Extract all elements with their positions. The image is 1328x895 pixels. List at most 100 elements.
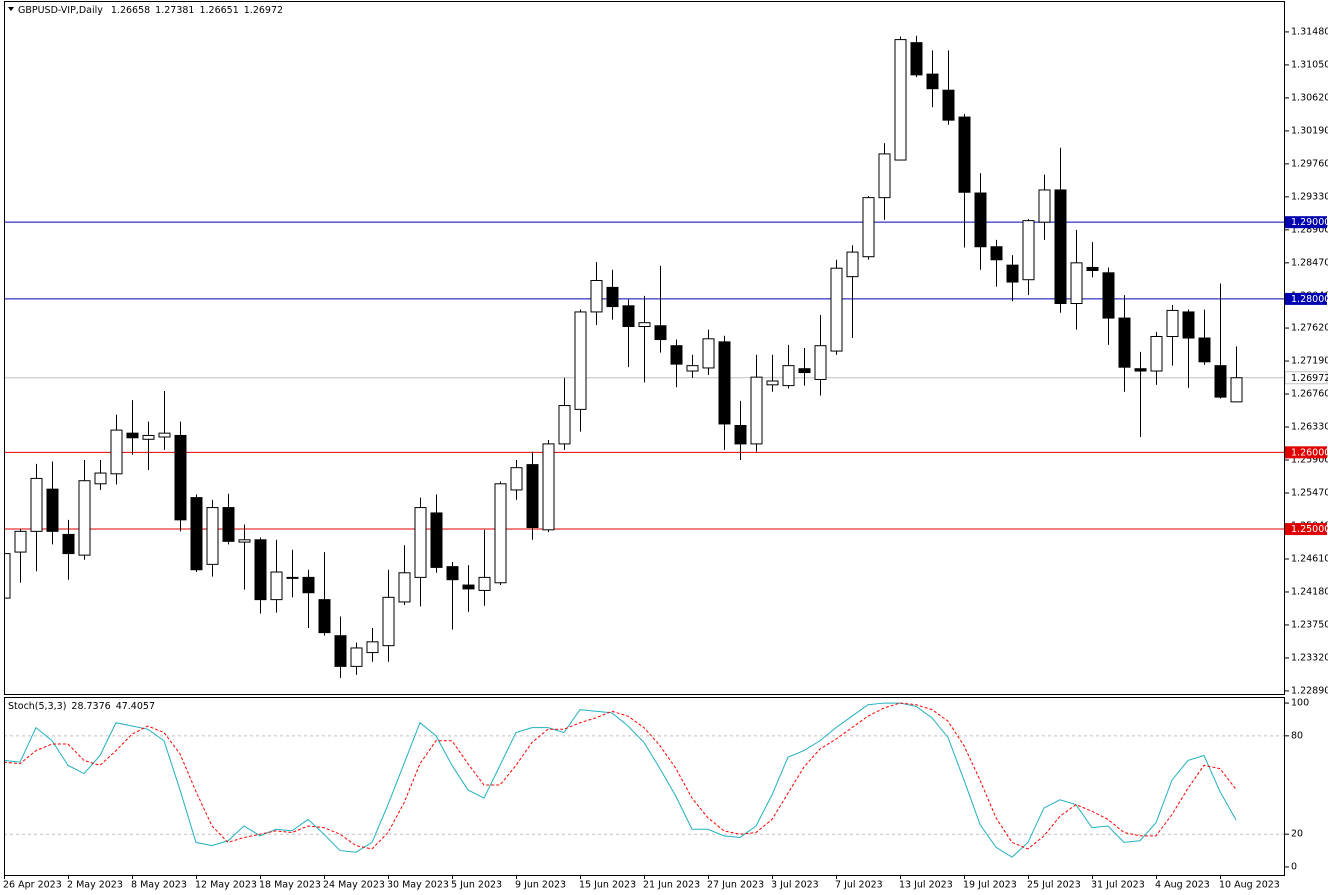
candle-body (526, 464, 539, 529)
candle-body (798, 368, 811, 374)
y-tick-label: 1.28470 (1291, 257, 1328, 268)
candle-body (270, 571, 283, 601)
stoch-k: 28.7376 (71, 701, 110, 712)
candle-body (606, 286, 619, 308)
y-tick-label: 1.26330 (1291, 422, 1328, 433)
x-tick-label: 24 May 2023 (323, 880, 385, 891)
overlay: 1.31480 1.31050 1.30620 1.30190 1.29760 1.293… (3, 26, 1328, 890)
candle-body (542, 443, 555, 531)
x-tick-label: 13 Jul 2023 (899, 880, 953, 891)
x-tick-label: 4 Aug 2023 (1155, 880, 1210, 891)
candle-body (622, 305, 635, 328)
candle-body (862, 197, 875, 258)
x-tick-label: 19 Jul 2023 (963, 880, 1017, 891)
level-label: 1.28000 (1291, 294, 1328, 305)
candle-body (142, 434, 155, 440)
candle-body (222, 507, 235, 542)
y-tick-label: 1.23320 (1291, 652, 1328, 663)
candle-body (30, 477, 43, 532)
price-panel (4, 35, 1284, 678)
candle-body (1006, 264, 1019, 283)
candle-body (734, 424, 747, 445)
candle-body (830, 267, 843, 352)
y-tick-label: 1.24180 (1291, 586, 1328, 597)
candle-body (638, 322, 651, 328)
stoch-line (4, 702, 1237, 850)
y-tick-label: 1.31480 (1291, 26, 1328, 37)
x-tick-label: 8 May 2023 (131, 880, 187, 891)
candle-body (782, 365, 795, 387)
candle-body (1214, 365, 1227, 398)
stoch-header: Stoch(5,3,3) 28.7376 47.4057 (8, 701, 155, 712)
candle-body (1070, 262, 1083, 305)
candle-body (478, 576, 491, 591)
candle-body (1086, 266, 1099, 272)
candle-body (654, 325, 667, 341)
candle-body (446, 566, 459, 581)
candle-body (974, 192, 987, 248)
y-tick-label: 1.29760 (1291, 158, 1328, 169)
candle-body (590, 279, 603, 313)
level-label-bg (1285, 216, 1327, 229)
header-low: 1.26651 (199, 5, 238, 16)
candle-body (398, 572, 411, 603)
y-tick-label: 1.27620 (1291, 323, 1328, 334)
y-tick-label: 1.28900 (1291, 224, 1328, 235)
x-tick-label: 5 Jun 2023 (451, 880, 502, 891)
price-header: GBPUSD-VIP,Daily 1.26658 1.27381 1.26651 1.2… (18, 5, 283, 16)
level-label-bg (1285, 292, 1327, 305)
candle-body (910, 42, 923, 76)
candle-body (110, 429, 123, 475)
candle-body (494, 483, 507, 584)
candle-body (174, 434, 187, 521)
x-tick-label: 18 May 2023 (259, 880, 321, 891)
x-tick-label: 25 Jul 2023 (1027, 880, 1081, 891)
x-tick-label: 31 Jul 2023 (1091, 880, 1145, 891)
candle-body (574, 311, 587, 410)
x-tick-label: 9 Jun 2023 (515, 880, 566, 891)
x-tick-label: 12 May 2023 (195, 880, 257, 891)
candle-body (766, 380, 779, 386)
x-tick-label: 7 Jul 2023 (835, 880, 883, 891)
candle-body (558, 405, 571, 445)
candle-body (1102, 272, 1115, 319)
candle-body (286, 576, 299, 579)
y-tick-label: 80 (1291, 730, 1303, 741)
candle-body (14, 530, 27, 553)
y-tick-label: 1.22890 (1291, 685, 1328, 696)
candle-body (254, 539, 267, 601)
y-tick-label: 100 (1291, 698, 1309, 709)
menu-arrow[interactable] (8, 7, 14, 11)
candle-body (414, 507, 427, 578)
candle-body (846, 251, 859, 278)
stoch-title: Stoch(5,3,3) (8, 701, 66, 712)
header-open: 1.26658 (111, 5, 150, 16)
candle-body (1150, 335, 1163, 372)
x-tick-label: 21 Jun 2023 (643, 880, 700, 891)
x-tick-label: 10 Aug 2023 (1219, 880, 1280, 891)
y-tick-label: 1.30190 (1291, 125, 1328, 136)
x-tick-label: 30 May 2023 (387, 880, 449, 891)
level-label: 1.25000 (1291, 524, 1328, 535)
symbol: GBPUSD-VIP,Daily (18, 5, 103, 16)
candle-body (878, 153, 891, 199)
candle-body (302, 576, 315, 594)
x-tick-label: 26 Apr 2023 (3, 880, 62, 891)
stoch-frame (4, 697, 1285, 876)
candle-body (190, 497, 203, 571)
y-tick-label: 1.23750 (1291, 619, 1328, 630)
candle-body (238, 539, 251, 543)
candle-body (990, 246, 1003, 261)
x-tick-label: 3 Jul 2023 (771, 880, 819, 891)
candle-body (958, 116, 971, 193)
y-tick-label: 1.30620 (1291, 92, 1328, 103)
candle-body (126, 432, 139, 439)
candle-body (334, 635, 347, 667)
candle-body (462, 584, 475, 590)
current-price-label: 1.26972 (1291, 373, 1328, 384)
y-tick-label: 1.31050 (1291, 59, 1328, 70)
candle-body (926, 73, 939, 90)
candle-body (78, 480, 91, 556)
